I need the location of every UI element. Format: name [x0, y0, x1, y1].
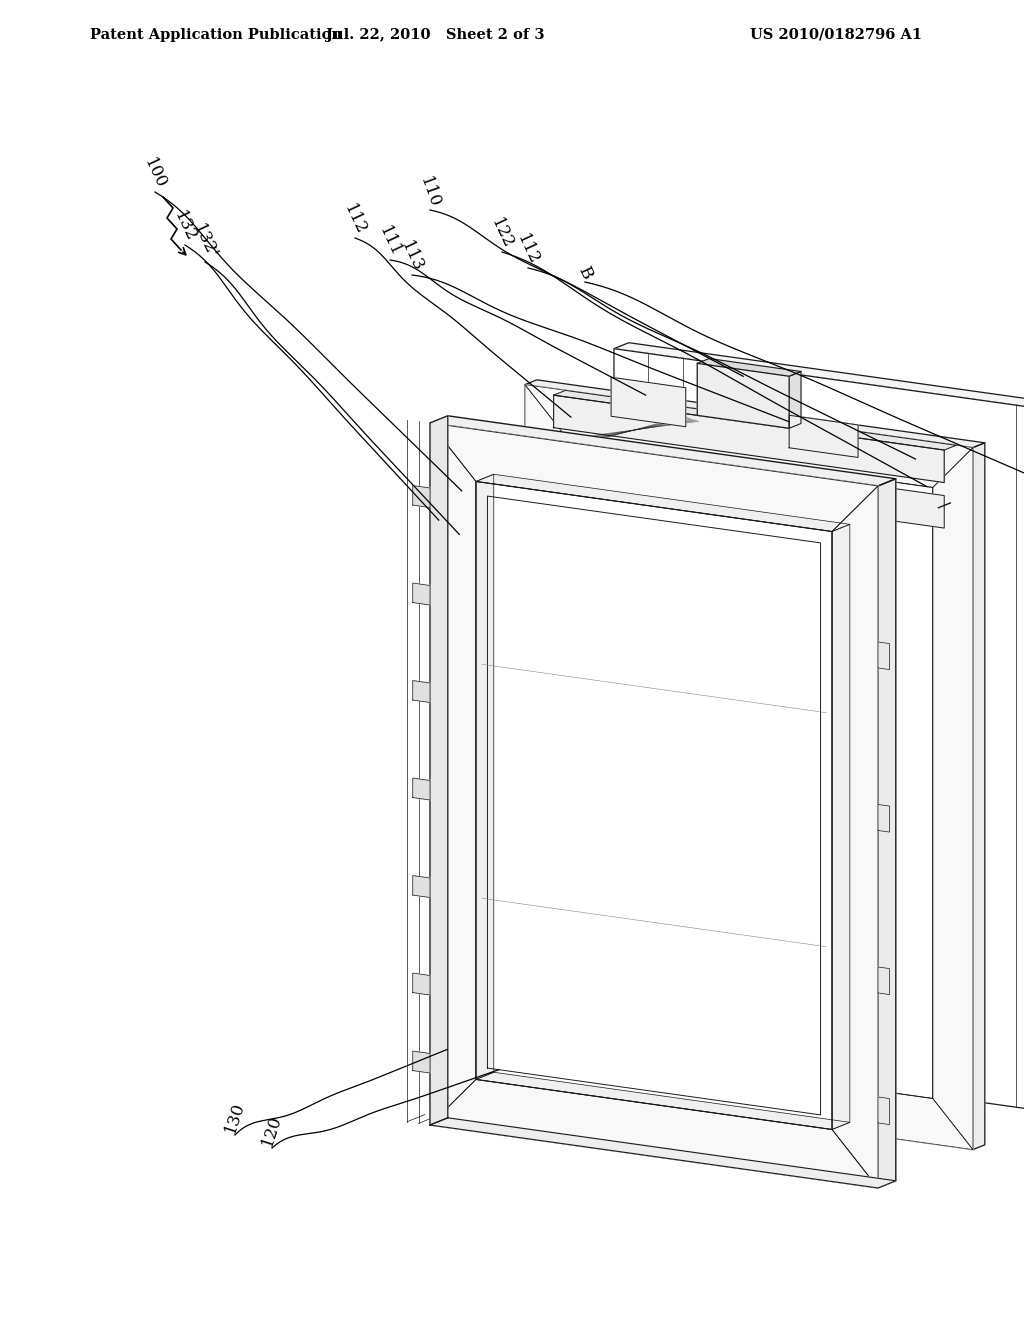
Text: 111: 111 [376, 224, 404, 260]
Text: 100: 100 [140, 156, 169, 191]
Polygon shape [430, 422, 878, 532]
Text: 112: 112 [341, 202, 370, 238]
Polygon shape [973, 442, 985, 1150]
Polygon shape [513, 532, 525, 566]
Polygon shape [525, 384, 973, 1150]
Polygon shape [525, 384, 973, 487]
Polygon shape [697, 363, 790, 428]
Text: 112: 112 [514, 232, 543, 268]
Polygon shape [594, 446, 944, 528]
Polygon shape [697, 359, 801, 376]
Polygon shape [476, 1072, 850, 1130]
Text: 113: 113 [397, 239, 426, 275]
Polygon shape [513, 663, 525, 697]
Text: Patent Application Publication: Patent Application Publication [90, 28, 342, 42]
Polygon shape [430, 416, 896, 486]
Polygon shape [476, 474, 494, 1080]
Polygon shape [611, 378, 686, 426]
Polygon shape [476, 474, 850, 532]
Polygon shape [614, 348, 1024, 1114]
Polygon shape [430, 422, 878, 1188]
Polygon shape [430, 1118, 896, 1188]
Polygon shape [554, 395, 944, 483]
Polygon shape [833, 486, 878, 1188]
Text: 130: 130 [222, 1100, 248, 1135]
Polygon shape [413, 486, 430, 507]
Text: 110: 110 [417, 174, 443, 210]
Polygon shape [413, 973, 430, 995]
Polygon shape [790, 416, 858, 458]
Polygon shape [430, 416, 447, 1125]
Text: 120: 120 [259, 1113, 285, 1148]
Polygon shape [565, 436, 933, 1098]
Polygon shape [833, 524, 850, 1130]
Polygon shape [513, 923, 525, 957]
Polygon shape [413, 777, 430, 800]
Polygon shape [476, 482, 833, 1130]
Text: FIG.2: FIG.2 [728, 649, 792, 671]
Polygon shape [413, 681, 430, 702]
Polygon shape [430, 1080, 878, 1188]
Polygon shape [554, 391, 956, 450]
Polygon shape [878, 804, 890, 832]
Polygon shape [525, 384, 565, 1086]
Text: 132: 132 [171, 209, 200, 246]
Polygon shape [413, 875, 430, 898]
Text: 132': 132' [189, 222, 220, 261]
Text: US 2010/0182796 A1: US 2010/0182796 A1 [750, 28, 923, 42]
Polygon shape [878, 479, 896, 1188]
Polygon shape [933, 447, 973, 1150]
Polygon shape [430, 422, 476, 1125]
Polygon shape [525, 380, 985, 447]
Text: 122: 122 [487, 216, 516, 252]
Text: Jul. 22, 2010   Sheet 2 of 3: Jul. 22, 2010 Sheet 2 of 3 [326, 28, 544, 42]
Polygon shape [878, 968, 890, 994]
Polygon shape [413, 583, 430, 605]
Polygon shape [614, 343, 1024, 412]
Text: B: B [574, 264, 595, 282]
Polygon shape [878, 1097, 890, 1125]
Polygon shape [513, 792, 525, 826]
Polygon shape [878, 642, 890, 669]
Polygon shape [525, 1047, 973, 1150]
Polygon shape [413, 1051, 430, 1073]
Polygon shape [790, 371, 801, 428]
